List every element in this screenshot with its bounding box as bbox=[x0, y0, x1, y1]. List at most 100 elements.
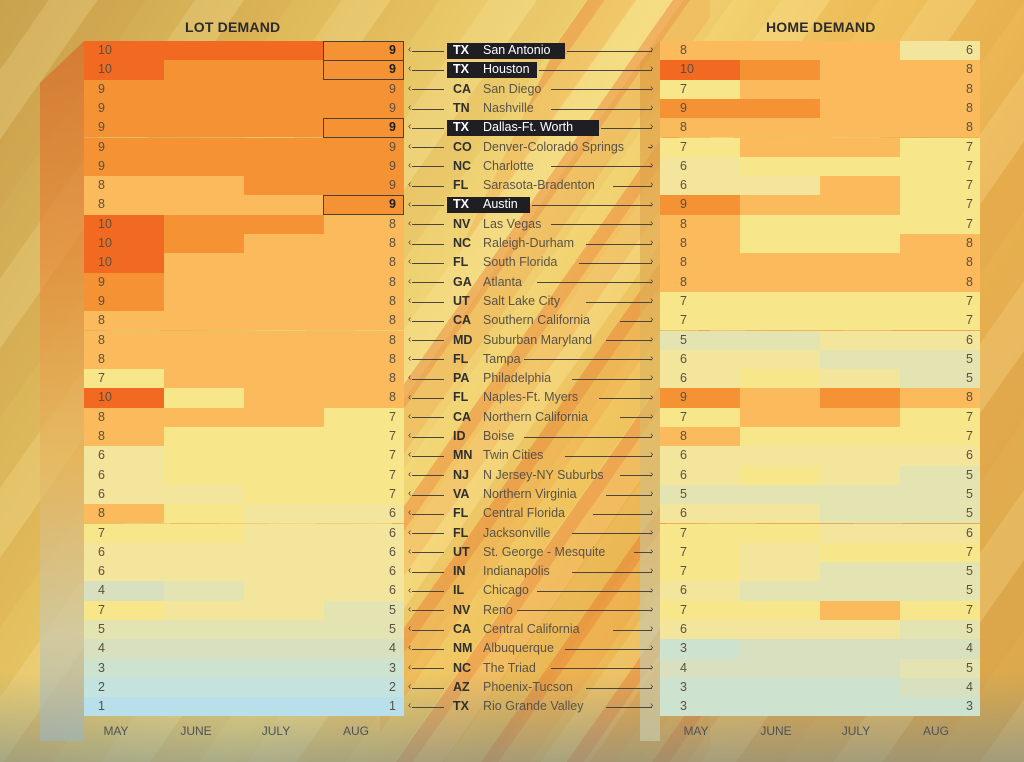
lot-value-may: 8 bbox=[98, 409, 105, 424]
lot-cell-aug bbox=[324, 581, 404, 601]
home-cell-may bbox=[660, 639, 740, 659]
lot-value-aug: 8 bbox=[389, 313, 396, 328]
right-arrow-line bbox=[633, 552, 652, 554]
home-cell-may bbox=[660, 291, 740, 312]
state-label: PA bbox=[453, 371, 470, 386]
home-cell-july bbox=[820, 620, 900, 640]
left-arrowhead-icon: ‹ bbox=[408, 468, 412, 480]
home-cell-aug bbox=[900, 658, 980, 678]
lot-cell-july bbox=[244, 407, 324, 427]
lot-value-may: 4 bbox=[98, 641, 105, 656]
right-arrow-line bbox=[532, 205, 652, 207]
right-arrow-line bbox=[551, 166, 652, 168]
home-value-may: 7 bbox=[680, 313, 687, 328]
lot-cell-june bbox=[164, 311, 244, 331]
home-cell-june bbox=[740, 658, 820, 678]
state-label: TX bbox=[453, 62, 469, 77]
lot-cell-aug bbox=[324, 330, 404, 350]
right-arrow-line bbox=[539, 69, 652, 71]
home-cell-july bbox=[820, 311, 900, 331]
lot-cell-aug bbox=[324, 677, 404, 698]
lot-demand-heatmap: 10 9 10 9 9 9 9 9 9 9 9 9 9 9 8 9 8 9 10 8 10 8 10 8 9 8 9 8 8 8 8 8 8 8 7… bbox=[84, 41, 404, 717]
lot-cell-aug bbox=[324, 504, 404, 524]
home-cell-aug bbox=[900, 407, 980, 427]
right-arrow-line bbox=[523, 359, 652, 361]
home-month-label: MAY bbox=[683, 724, 709, 738]
left-arrowhead-icon: ‹ bbox=[408, 700, 412, 712]
state-label: CO bbox=[453, 139, 472, 154]
left-arrow-line bbox=[412, 262, 444, 264]
lot-value-may: 4 bbox=[98, 583, 105, 598]
lot-cell-july bbox=[244, 504, 324, 524]
city-label: Central California bbox=[483, 622, 580, 636]
right-arrowhead-icon: › bbox=[650, 102, 654, 114]
left-arrowhead-icon: ‹ bbox=[408, 256, 412, 268]
home-value-aug: 5 bbox=[966, 660, 973, 675]
home-cell-aug bbox=[900, 600, 980, 620]
city-label: Sarasota-Bradenton bbox=[483, 178, 595, 193]
highlight-box bbox=[323, 41, 404, 61]
lot-cell-june bbox=[164, 60, 244, 80]
home-cell-july bbox=[820, 79, 900, 99]
lot-cell-july bbox=[244, 388, 324, 408]
right-arrow-line bbox=[585, 687, 652, 689]
left-arrowhead-icon: ‹ bbox=[408, 217, 412, 229]
lot-cell-aug bbox=[324, 156, 404, 177]
lot-value-may: 8 bbox=[98, 313, 105, 328]
lot-cell-may bbox=[84, 504, 164, 524]
lot-value-aug: 9 bbox=[389, 158, 396, 173]
lot-value-may: 2 bbox=[98, 679, 105, 694]
city-label: Albuquerque bbox=[483, 641, 554, 656]
state-label: FL bbox=[453, 255, 469, 270]
left-arrowhead-icon: ‹ bbox=[408, 526, 412, 538]
lot-cell-may bbox=[84, 349, 164, 370]
home-month-label: JUNE bbox=[760, 724, 792, 738]
home-cell-may bbox=[660, 234, 740, 254]
left-arrow-line bbox=[412, 629, 444, 631]
lot-cell-july bbox=[244, 195, 324, 215]
state-label: UT bbox=[453, 544, 470, 559]
home-value-may: 7 bbox=[680, 564, 687, 579]
highlight-box bbox=[323, 195, 404, 216]
lot-cell-may bbox=[84, 214, 164, 234]
lot-cell-aug bbox=[324, 311, 404, 331]
state-label: NJ bbox=[453, 467, 469, 482]
lot-cell-june bbox=[164, 253, 244, 273]
city-label: Indianapolis bbox=[483, 564, 550, 579]
state-label: TX bbox=[453, 120, 469, 135]
lot-cell-june bbox=[164, 195, 244, 215]
right-arrowhead-icon: › bbox=[650, 391, 654, 403]
home-cell-june bbox=[740, 639, 820, 659]
state-label: MN bbox=[453, 448, 473, 463]
home-cell-aug bbox=[900, 291, 980, 312]
home-month-label: JULY bbox=[841, 724, 871, 738]
lot-cell-july bbox=[244, 234, 324, 254]
lot-value-may: 6 bbox=[98, 544, 105, 559]
state-label: CA bbox=[453, 409, 472, 424]
home-cell-may bbox=[660, 600, 740, 620]
lot-value-aug: 9 bbox=[389, 43, 396, 57]
right-arrow-line bbox=[571, 378, 652, 380]
lot-cell-may bbox=[84, 118, 164, 138]
right-arrowhead-icon: › bbox=[650, 159, 654, 171]
right-arrowhead-icon: › bbox=[650, 275, 654, 287]
right-arrowhead-icon: › bbox=[650, 372, 654, 384]
lot-cell-july bbox=[244, 697, 324, 717]
lot-cell-july bbox=[244, 639, 324, 659]
left-arrow-line bbox=[412, 591, 444, 593]
home-cell-june bbox=[740, 484, 820, 505]
city-label: Phoenix-Tucson bbox=[483, 679, 573, 694]
right-arrowhead-icon: › bbox=[650, 507, 654, 519]
city-label: Houston bbox=[483, 62, 530, 77]
home-cell-july bbox=[820, 330, 900, 350]
home-cell-june bbox=[740, 60, 820, 80]
home-value-may: 7 bbox=[680, 544, 687, 559]
left-arrowhead-icon: ‹ bbox=[408, 430, 412, 442]
right-arrow-line bbox=[551, 108, 652, 110]
lot-value-aug: 7 bbox=[389, 429, 396, 443]
city-label: Nashville bbox=[483, 100, 534, 115]
lot-cell-july bbox=[244, 291, 324, 312]
home-cell-aug bbox=[900, 465, 980, 485]
city-label: Northern Virginia bbox=[483, 486, 577, 501]
home-cell-aug bbox=[900, 330, 980, 350]
